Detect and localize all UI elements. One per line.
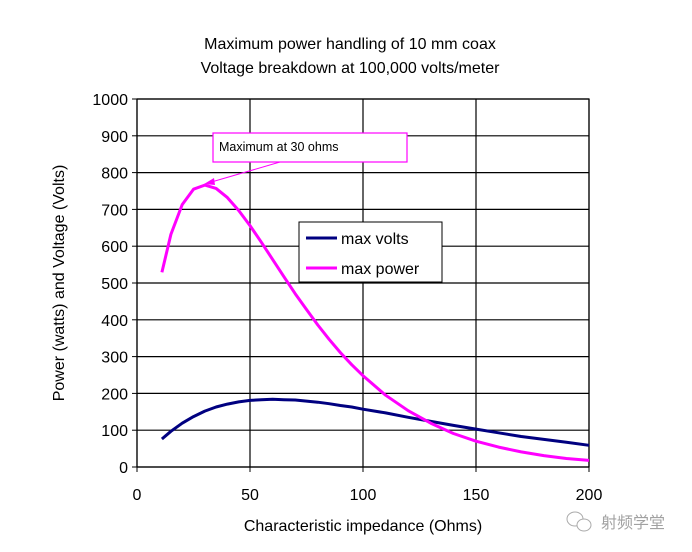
y-tick-label: 600 [101, 239, 128, 256]
wechat-icon-bubble [576, 518, 592, 532]
x-axis-label: Characteristic impedance (Ohms) [244, 518, 482, 535]
y-tick-label: 1000 [92, 92, 128, 109]
legend-label-max-power: max power [341, 261, 420, 278]
watermark-text: 射频学堂 [601, 513, 665, 532]
y-tick-label: 100 [101, 423, 128, 440]
series-line-max-volts [160, 397, 590, 447]
x-tick-label: 50 [241, 487, 259, 504]
annotation-arrow-line [207, 161, 281, 184]
x-tick-label: 0 [133, 487, 142, 504]
chart-title-line-2: Voltage breakdown at 100,000 volts/meter [201, 60, 501, 77]
y-tick-label: 500 [101, 276, 128, 293]
annotation-arrowhead [204, 178, 215, 185]
y-tick-label: 800 [101, 166, 128, 183]
legend: max volts max power [298, 221, 443, 283]
y-tick-label: 400 [101, 313, 128, 330]
y-tick-label: 200 [101, 386, 128, 403]
x-tick-label: 100 [350, 487, 377, 504]
legend-box [298, 221, 443, 283]
x-tick-label: 200 [576, 487, 603, 504]
plot-area-border [136, 98, 590, 468]
annotation-text: Maximum at 30 ohms [219, 140, 338, 154]
y-tick-label: 300 [101, 350, 128, 367]
y-tick-label: 0 [119, 460, 128, 477]
series-lines [160, 183, 590, 462]
y-tick-label: 900 [101, 129, 128, 146]
x-tick-label: 150 [463, 487, 490, 504]
y-tick-label: 700 [101, 202, 128, 219]
annotation-box [212, 132, 408, 163]
legend-label-max-volts: max volts [341, 231, 409, 248]
chart-title-line-1: Maximum power handling of 10 mm coax [204, 36, 496, 53]
annotation: Maximum at 30 ohms [204, 132, 408, 185]
watermark: 射频学堂 [566, 511, 665, 532]
y-axis-label: Power (watts) and Voltage (Volts) [51, 165, 68, 402]
tick-labels: 0 100 200 300 400 500 600 700 800 900 1000 0 50 100 15… [92, 92, 602, 504]
